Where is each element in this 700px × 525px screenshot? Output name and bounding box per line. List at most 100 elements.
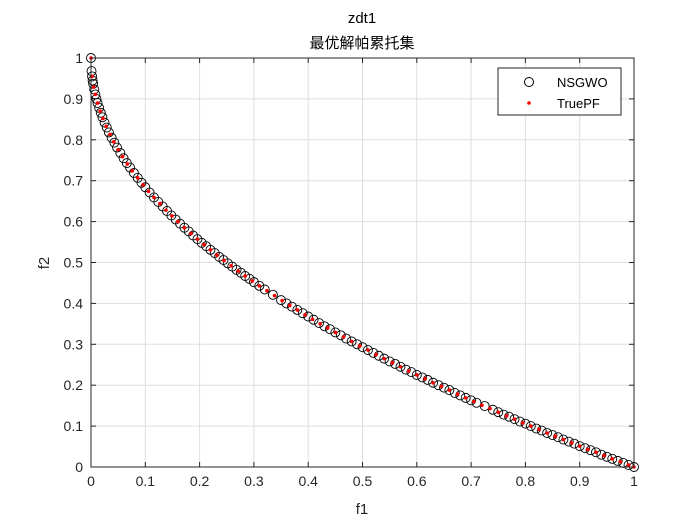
nsgwo-point — [504, 411, 515, 422]
plot-border — [90, 57, 635, 468]
nsgwo-point — [601, 451, 612, 462]
nsgwo-point — [87, 71, 98, 82]
truepf-point — [610, 457, 615, 461]
truepf-point — [463, 396, 468, 400]
truepf-point — [158, 201, 162, 206]
y-tick-label: 0.4 — [64, 295, 84, 311]
nsgwo-point — [417, 372, 428, 383]
truepf-point — [101, 116, 105, 121]
truepf-point — [120, 154, 125, 159]
x-axis-label: f1 — [356, 501, 369, 518]
nsgwo-point — [276, 295, 286, 306]
truepf-point — [229, 263, 233, 268]
nsgwo-point — [449, 388, 460, 398]
legend-marker-truepf — [527, 101, 531, 105]
truepf-point — [250, 279, 255, 283]
truepf-point — [272, 293, 277, 298]
truepf-point — [318, 322, 322, 326]
nsgwo-point — [330, 327, 341, 338]
truepf-point — [529, 424, 533, 428]
nsgwo-point — [324, 324, 335, 335]
nsgwo-point — [395, 361, 406, 372]
nsgwo-point — [411, 370, 422, 380]
x-tick-label: 0.8 — [516, 473, 536, 489]
truepf-point — [480, 403, 484, 408]
truepf-point — [116, 147, 120, 152]
nsgwo-point — [596, 449, 607, 460]
nsgwo-point — [286, 301, 297, 312]
nsgwo-point — [118, 153, 129, 164]
truepf-point — [602, 453, 606, 458]
nsgwo-point — [314, 318, 325, 328]
truepf-point — [164, 208, 168, 212]
y-tick-label: 1 — [75, 50, 83, 66]
truepf-point — [152, 195, 156, 200]
truepf-point — [431, 380, 435, 385]
series-truepf — [89, 56, 636, 469]
truepf-point — [112, 140, 116, 144]
truepf-point — [176, 219, 180, 224]
y-tick-label: 0.9 — [64, 91, 84, 107]
nsgwo-point — [352, 339, 363, 350]
truepf-point — [287, 303, 292, 308]
x-tick-label: 0.2 — [190, 473, 210, 489]
truepf-point — [91, 85, 96, 89]
truepf-point — [93, 92, 98, 97]
nsgwo-point — [101, 122, 112, 133]
truepf-point — [390, 360, 395, 365]
series-layer — [86, 53, 639, 472]
nsgwo-point — [422, 374, 433, 385]
truepf-point — [257, 284, 262, 288]
nsgwo-point — [346, 336, 357, 347]
legend-label-truepf: TruePF — [557, 96, 600, 111]
nsgwo-point — [487, 404, 498, 415]
truepf-point — [310, 317, 315, 322]
nsgwo-point — [531, 423, 542, 434]
truepf-point — [520, 421, 525, 425]
truepf-point — [496, 410, 501, 414]
truepf-point — [182, 225, 187, 230]
x-tick-label: 0.3 — [244, 473, 264, 489]
y-tick-label: 0.3 — [64, 336, 84, 352]
y-tick-label: 0.1 — [64, 418, 84, 434]
truepf-point — [561, 437, 566, 442]
nsgwo-point — [373, 350, 384, 361]
truepf-point — [366, 348, 370, 352]
nsgwo-point — [384, 356, 395, 367]
nsgwo-point — [362, 345, 373, 355]
x-tick-label: 0.7 — [461, 473, 481, 489]
truepf-point — [406, 369, 411, 373]
x-tick-label: 0 — [87, 473, 95, 489]
nsgwo-point — [493, 407, 504, 418]
nsgwo-point — [455, 390, 466, 401]
nsgwo-point — [297, 308, 308, 319]
truepf-point — [415, 373, 419, 377]
nsgwo-point — [308, 314, 319, 325]
y-tick-label: 0.8 — [64, 132, 84, 148]
truepf-point — [447, 388, 452, 392]
y-axis-label: f2 — [36, 257, 53, 270]
nsgwo-point — [563, 436, 574, 447]
truepf-point — [108, 132, 112, 137]
truepf-point — [618, 459, 623, 464]
legend-label-nsgwo: NSGWO — [557, 75, 608, 90]
truepf-point — [553, 434, 558, 439]
truepf-point — [195, 237, 200, 241]
nsgwo-point — [259, 284, 270, 295]
nsgwo-point — [128, 167, 139, 178]
nsgwo-point — [574, 441, 585, 452]
truepf-point — [504, 414, 509, 418]
truepf-point — [146, 189, 151, 194]
legend-box — [497, 67, 622, 116]
nsgwo-point — [357, 342, 368, 353]
nsgwo-point — [525, 421, 536, 432]
chart-title: zdt1 — [348, 10, 376, 27]
y-tick-label: 0.5 — [64, 255, 84, 271]
nsgwo-point — [109, 137, 120, 148]
nsgwo-point — [623, 460, 634, 470]
legend-marker-nsgwo — [524, 77, 534, 87]
truepf-point — [208, 248, 213, 252]
nsgwo-point — [248, 277, 259, 288]
